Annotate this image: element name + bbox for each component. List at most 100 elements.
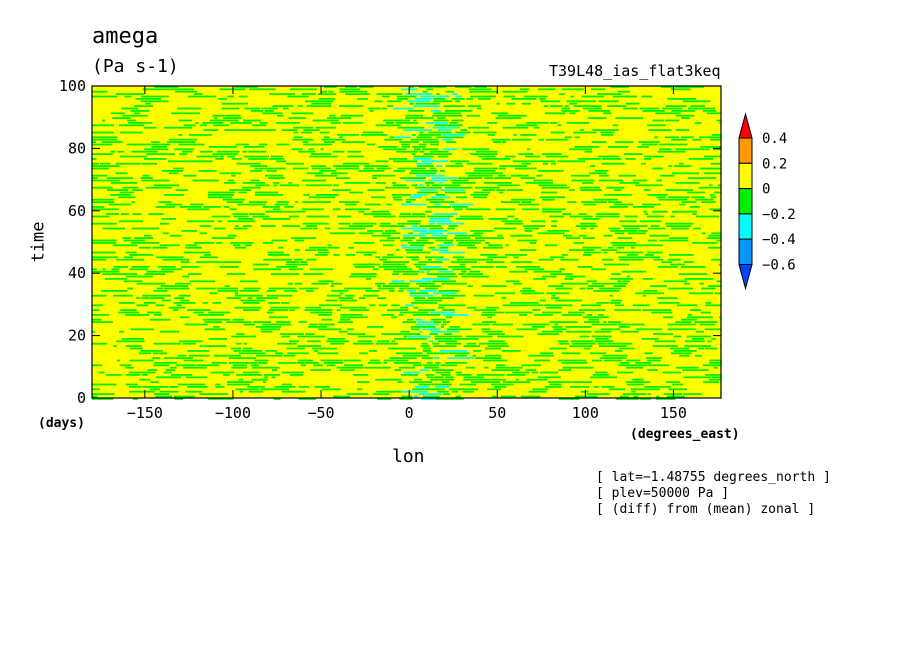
field-cell [150, 388, 161, 391]
field-cell [588, 110, 611, 112]
field-cell [111, 182, 138, 184]
field-cell [681, 117, 690, 119]
field-cell [603, 234, 613, 237]
field-cell [620, 362, 630, 364]
field-cell [548, 285, 564, 287]
field-cell [656, 395, 660, 398]
field-cell [382, 232, 401, 235]
field-cell [307, 340, 321, 343]
field-cell [126, 143, 152, 146]
field-cell [368, 107, 381, 110]
colorbar-segment [738, 213, 753, 240]
field-cell [398, 314, 404, 316]
field-cell [320, 90, 328, 93]
field-cell [175, 282, 191, 285]
field-cell [551, 294, 556, 297]
field-cell [419, 150, 425, 153]
field-cell [498, 191, 504, 194]
field-cell [262, 112, 283, 115]
field-cell [594, 330, 612, 333]
field-cell [418, 86, 433, 88]
field-cell [337, 215, 352, 218]
field-cell [196, 155, 219, 158]
field-cell [358, 297, 366, 299]
field-cell [359, 352, 368, 355]
field-cell [402, 246, 424, 249]
field-cell [92, 95, 118, 98]
field-cell [189, 203, 204, 206]
field-cell [484, 182, 512, 184]
field-cell [156, 376, 182, 379]
field-cell [452, 206, 468, 208]
field-cell [196, 261, 214, 263]
field-cell [357, 335, 376, 338]
field-cell [303, 273, 324, 275]
field-cell [391, 304, 400, 307]
field-cell [710, 162, 721, 165]
field-cell [323, 362, 344, 364]
field-cell [608, 388, 626, 391]
field-cell [340, 314, 363, 316]
field-cell [418, 393, 442, 395]
field-cell [482, 172, 503, 175]
field-cell [227, 234, 237, 237]
field-cell [438, 290, 460, 292]
field-cell [503, 381, 531, 383]
field-cell [396, 95, 417, 98]
field-cell [388, 290, 395, 292]
field-cell [443, 393, 450, 395]
field-cell [474, 232, 484, 235]
field-cell [187, 350, 210, 352]
field-cell [120, 131, 143, 134]
field-cell [601, 386, 615, 388]
field-cell [238, 378, 244, 381]
field-cell [552, 326, 563, 328]
field-cell [412, 146, 426, 148]
field-cell [268, 158, 285, 160]
field-cell [226, 155, 236, 158]
field-cell [263, 258, 293, 261]
field-cell [597, 93, 622, 95]
field-cell [512, 371, 530, 374]
field-cell [702, 364, 721, 367]
field-cell [451, 390, 458, 393]
field-cell [179, 153, 188, 155]
field-cell [216, 242, 223, 244]
field-cell [339, 105, 364, 107]
field-cell [679, 203, 686, 206]
field-cell [572, 342, 596, 345]
field-cell [500, 201, 520, 203]
field-cell [484, 366, 489, 369]
y-tick-label: 100 [59, 77, 86, 95]
field-cell [531, 220, 546, 223]
field-cell [673, 165, 692, 167]
field-cell [393, 198, 403, 201]
field-cell [92, 268, 97, 271]
field-cell [505, 244, 509, 247]
field-cell [302, 222, 329, 225]
field-cell [510, 302, 539, 304]
field-cell [487, 134, 495, 136]
field-cell [112, 244, 138, 247]
field-cell [151, 143, 171, 146]
field-cell [264, 374, 281, 376]
field-cell [561, 88, 584, 91]
field-cell [199, 150, 213, 153]
field-cell [281, 335, 290, 338]
field-cell [430, 330, 460, 333]
field-cell [695, 330, 704, 333]
field-cell [284, 210, 306, 213]
field-cell [414, 148, 421, 151]
field-cell [200, 124, 207, 127]
field-cell [427, 206, 451, 208]
field-cell [159, 222, 170, 225]
field-cell [198, 170, 217, 172]
field-cell [234, 294, 263, 297]
field-cell [541, 186, 547, 189]
field-cell [456, 196, 468, 199]
field-cell [251, 124, 267, 127]
field-cell [332, 208, 341, 211]
field-cell [185, 390, 203, 393]
field-cell [293, 136, 303, 139]
field-cell [668, 287, 694, 290]
